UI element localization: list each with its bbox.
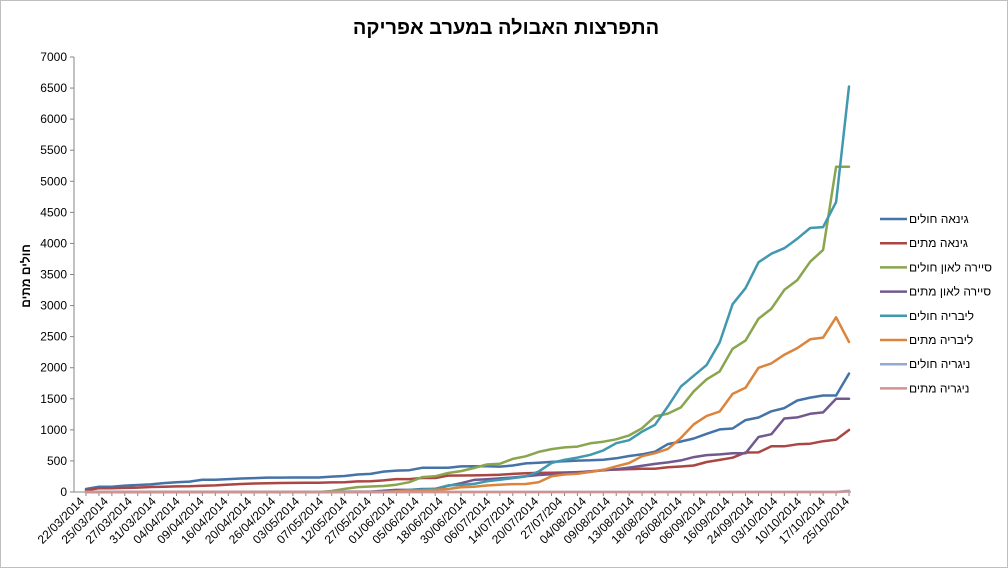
chart-title: התפרצות האבולה במערב אפריקה [353, 17, 659, 39]
legend-label: גינאה חולים [909, 212, 969, 226]
y-tick-label: 4000 [40, 236, 67, 250]
series-line-3 [84, 165, 851, 494]
legend-label: ניגריה חולים [909, 357, 970, 371]
y-tick-label: 0 [60, 485, 67, 499]
series-line-5 [84, 85, 851, 494]
legend-label: ניגריה מתים [909, 381, 969, 395]
legend-label: ליבריה חולים [909, 309, 974, 323]
y-tick-label: 5500 [40, 143, 67, 157]
y-tick-label: 3000 [40, 299, 67, 313]
y-tick-label: 2500 [40, 330, 67, 344]
y-tick-label: 6000 [40, 112, 67, 126]
y-tick-label: 1000 [40, 423, 67, 437]
y-tick-label: 2000 [40, 361, 67, 375]
legend-label: ליבריה מתים [909, 333, 973, 347]
y-tick-label: 1500 [40, 392, 67, 406]
series-line-1 [84, 372, 851, 491]
y-tick-label: 3500 [40, 268, 67, 282]
y-tick-label: 5000 [40, 174, 67, 188]
y-tick-label: 500 [47, 454, 67, 468]
y-tick-label: 7000 [40, 50, 67, 64]
y-axis-title: חולים מתים [19, 244, 33, 308]
legend-label: גינאה מתים [909, 236, 968, 250]
legend: גינאה חולים גינאה מתים סיירה לאון חולים סיי… [880, 212, 992, 395]
axes: 0 500 1000 1500 2000 2500 3000 3500 4000 4500 5000… [35, 50, 853, 547]
y-tick-label: 6500 [40, 81, 67, 95]
y-tick-label: 4500 [40, 205, 67, 219]
series-line-2 [84, 428, 851, 492]
legend-label: סיירה לאון מתים [909, 285, 991, 299]
legend-label: סיירה לאון חולים [909, 260, 992, 274]
series-line-4 [84, 397, 851, 494]
series-lines [84, 85, 851, 494]
series-line-8 [84, 490, 851, 494]
